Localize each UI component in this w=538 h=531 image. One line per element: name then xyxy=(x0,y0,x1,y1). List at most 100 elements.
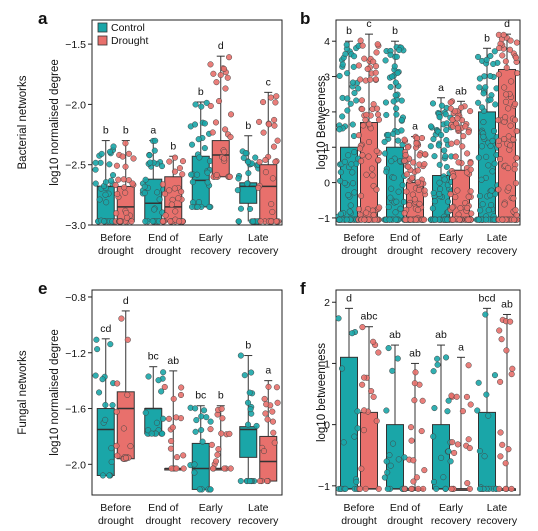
data-point xyxy=(415,186,423,193)
data-point xyxy=(511,166,518,173)
data-point xyxy=(120,176,127,183)
data-point xyxy=(124,214,131,221)
data-point xyxy=(413,135,421,142)
data-point xyxy=(110,143,117,150)
data-point xyxy=(272,99,279,106)
x-tick-line: drought xyxy=(98,515,134,527)
significance-letter: ab xyxy=(409,347,421,359)
data-point xyxy=(482,216,489,223)
data-point xyxy=(214,451,221,458)
x-tick-label: Early recovery xyxy=(191,502,232,527)
y-tick-label: −2.0 xyxy=(65,459,86,471)
data-point xyxy=(244,421,252,428)
data-point xyxy=(381,138,388,145)
data-point xyxy=(410,457,417,464)
data-point xyxy=(110,172,117,179)
data-point xyxy=(496,327,503,334)
data-point xyxy=(409,174,416,181)
data-point xyxy=(119,153,126,160)
plot-frame xyxy=(335,19,521,226)
data-point xyxy=(389,440,397,447)
data-point xyxy=(462,123,469,130)
data-point xyxy=(449,439,456,446)
data-point xyxy=(252,154,259,161)
data-point xyxy=(435,142,442,149)
data-point xyxy=(478,143,485,150)
data-point xyxy=(264,478,271,485)
data-point xyxy=(353,478,360,485)
data-point xyxy=(375,156,382,163)
data-point xyxy=(436,114,443,121)
plot-frame xyxy=(335,289,521,496)
data-point xyxy=(465,193,472,200)
data-point xyxy=(450,173,457,180)
data-point xyxy=(368,388,375,395)
data-point xyxy=(394,69,401,76)
data-point xyxy=(106,472,113,479)
data-point xyxy=(92,372,99,379)
data-point xyxy=(372,76,379,83)
data-point xyxy=(448,392,455,399)
data-point xyxy=(502,460,509,467)
data-point xyxy=(235,218,242,225)
data-point xyxy=(208,441,215,448)
data-point xyxy=(354,408,361,415)
data-point xyxy=(210,70,217,77)
data-point xyxy=(120,425,127,432)
data-point xyxy=(512,100,519,107)
data-point xyxy=(501,135,508,143)
data-point xyxy=(271,122,278,129)
data-point xyxy=(273,384,280,391)
x-tick-label: End of drought xyxy=(387,232,423,257)
data-point xyxy=(337,211,344,218)
data-point xyxy=(246,478,253,485)
data-point xyxy=(336,216,343,223)
data-point xyxy=(437,185,444,193)
data-point xyxy=(102,401,109,409)
data-point xyxy=(389,73,396,80)
data-point xyxy=(511,216,518,223)
data-point xyxy=(411,196,418,203)
data-point xyxy=(513,154,520,162)
data-point xyxy=(495,186,502,193)
data-point xyxy=(106,148,114,155)
data-point xyxy=(387,194,394,201)
data-point xyxy=(467,108,474,115)
data-point xyxy=(454,441,461,448)
data-point xyxy=(442,153,449,160)
data-point xyxy=(108,445,115,452)
data-point xyxy=(476,75,483,82)
data-point xyxy=(204,169,211,176)
legend-swatch-drought xyxy=(97,35,108,46)
data-point xyxy=(192,101,199,108)
data-point xyxy=(363,171,370,178)
data-point xyxy=(349,169,356,176)
data-point xyxy=(128,218,135,225)
significance-letter: bc xyxy=(148,351,159,363)
data-point xyxy=(507,142,514,149)
significance-letter: b xyxy=(123,125,129,137)
data-point xyxy=(436,190,443,198)
data-point xyxy=(448,140,455,147)
y-tick-label: −1.2 xyxy=(65,348,86,360)
data-point xyxy=(141,183,148,190)
data-point xyxy=(244,399,252,406)
data-point xyxy=(124,391,131,398)
data-point xyxy=(445,397,452,404)
data-point xyxy=(127,443,134,450)
data-point xyxy=(483,391,490,398)
drought-box xyxy=(360,411,378,490)
data-point xyxy=(342,485,349,492)
data-point xyxy=(158,163,166,170)
x-tick-line: Late xyxy=(248,502,269,514)
data-point xyxy=(370,211,377,219)
data-point xyxy=(457,205,464,212)
data-point xyxy=(487,72,494,80)
y-tick-label: 4 xyxy=(324,36,330,48)
data-point xyxy=(372,69,379,76)
data-point xyxy=(410,159,417,166)
y-tick-label: 2 xyxy=(324,297,330,309)
data-point xyxy=(482,311,489,318)
data-point xyxy=(94,346,101,353)
data-point xyxy=(158,388,165,395)
